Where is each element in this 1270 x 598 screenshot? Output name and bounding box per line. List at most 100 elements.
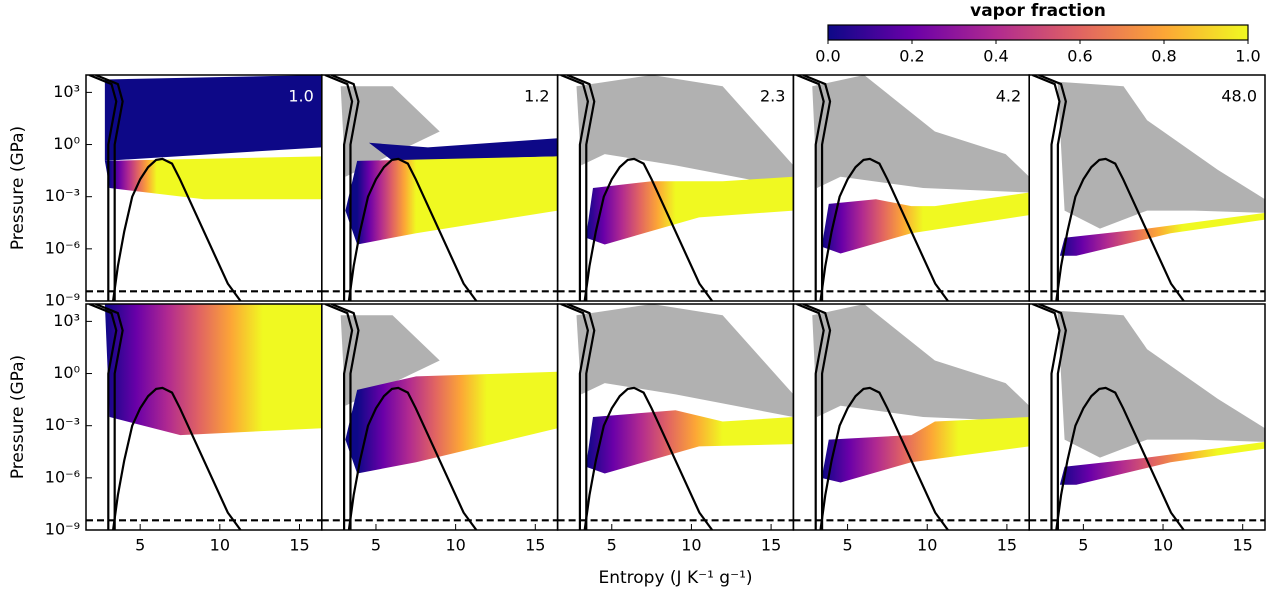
y-tick-label: 10⁰: [53, 363, 80, 382]
phase-curve: [802, 304, 832, 530]
phase-curve: [566, 75, 596, 301]
x-tick-label: 15: [761, 536, 781, 555]
x-tick-label: 10: [445, 536, 465, 555]
panel: [793, 75, 1030, 301]
x-tick-label: 10: [681, 536, 701, 555]
panel: [86, 75, 322, 301]
y-tick-label: 10⁻⁶: [45, 238, 80, 257]
x-tick-label: 10: [917, 536, 937, 555]
phase-curve: [324, 304, 354, 530]
particle-cloud: [585, 176, 794, 245]
panel: [793, 304, 1030, 530]
particle-cloud: [345, 371, 558, 474]
phase-curve: [802, 75, 832, 301]
phase-curve: [347, 386, 478, 530]
phase-curve: [88, 304, 118, 530]
particle-cloud: [576, 304, 794, 417]
x-tick-label: 5: [842, 536, 852, 555]
x-axis-label: Entropy (J K⁻¹ g⁻¹): [598, 568, 752, 588]
particle-cloud: [812, 304, 1030, 422]
panel-frame: [1028, 303, 1266, 531]
x-tick-label: 5: [371, 536, 381, 555]
panel-frame: [1028, 74, 1266, 302]
x-tick-label: 5: [607, 536, 617, 555]
particle-cloud: [340, 86, 440, 177]
colorbar-label: vapor fraction: [970, 1, 1106, 21]
panel: [1029, 75, 1265, 301]
y-axis-label: Pressure (GPa): [8, 126, 28, 250]
y-tick-label: 10⁻⁹: [45, 291, 80, 310]
phase-curve: [583, 386, 714, 530]
phase-curve: [324, 75, 354, 301]
phase-curve: [111, 386, 242, 530]
y-tick-label: 10³: [53, 82, 80, 101]
y-tick-label: 10⁻⁶: [45, 467, 80, 486]
panel: [86, 304, 322, 530]
y-tick-label: 10⁻³: [45, 415, 80, 434]
phase-curve: [1038, 75, 1067, 301]
colorbar-tick-label: 0.0: [815, 47, 840, 66]
x-tick-label: 10: [210, 536, 230, 555]
particle-cloud: [368, 138, 558, 161]
phase-curve: [1031, 75, 1061, 301]
panel-annotation: 4.2: [996, 87, 1021, 106]
particle-cloud: [585, 410, 794, 474]
particle-cloud: [104, 75, 322, 161]
phase-curve: [1055, 157, 1185, 301]
x-tick-label: 5: [1078, 536, 1088, 555]
x-tick-label: 5: [135, 536, 145, 555]
phase-curve: [819, 386, 949, 530]
particle-cloud: [576, 75, 794, 188]
x-tick-label: 15: [997, 536, 1017, 555]
phase-curve: [1031, 304, 1061, 530]
colorbar-tick-label: 0.8: [1151, 47, 1176, 66]
colorbar: [827, 24, 1249, 41]
phase-curve: [796, 75, 825, 301]
colorbar-tick-label: 0.4: [983, 47, 1008, 66]
x-tick-label: 15: [525, 536, 545, 555]
colorbar-tick-label: 0.2: [899, 47, 924, 66]
phase-curve: [819, 157, 949, 301]
phase-curve: [560, 75, 589, 301]
particle-cloud: [821, 192, 1030, 254]
phase-curve: [796, 304, 825, 530]
x-tick-label: 15: [289, 536, 309, 555]
phase-curve: [560, 304, 589, 530]
particle-cloud: [812, 75, 1030, 193]
phase-curve: [330, 75, 360, 301]
phase-curve: [566, 304, 596, 530]
panel: [321, 304, 558, 530]
particle-cloud: [1059, 212, 1265, 256]
panel-annotation: 48.0: [1221, 87, 1257, 106]
panel-annotation: 1.0: [288, 87, 313, 106]
colorbar-tick-label: 1.0: [1235, 47, 1260, 66]
panel: [321, 75, 558, 301]
phase-curve: [111, 157, 242, 301]
panel-annotation: 2.3: [760, 87, 785, 106]
phase-curve: [583, 157, 714, 301]
phase-curve: [88, 75, 118, 301]
particle-cloud: [1059, 441, 1265, 485]
particle-cloud: [1057, 81, 1265, 229]
phase-curve: [1055, 386, 1185, 530]
particle-cloud: [821, 417, 1030, 483]
y-tick-label: 10³: [53, 311, 80, 330]
phase-curve: [330, 304, 360, 530]
y-tick-label: 10⁻³: [45, 186, 80, 205]
phase-curve: [95, 304, 124, 530]
phase-curve: [95, 75, 124, 301]
panel-annotation: 1.2: [524, 87, 549, 106]
y-axis-label: Pressure (GPa): [8, 355, 28, 479]
particle-cloud: [345, 156, 558, 245]
panel: [1029, 304, 1265, 530]
y-tick-label: 10⁻⁹: [45, 520, 80, 539]
particle-cloud: [104, 156, 322, 200]
particle-cloud: [1057, 310, 1265, 458]
y-tick-label: 10⁰: [53, 134, 80, 153]
panel: [557, 304, 794, 530]
particle-cloud: [340, 315, 440, 406]
phase-curve: [1038, 304, 1067, 530]
particle-cloud: [104, 304, 322, 436]
x-tick-label: 15: [1233, 536, 1253, 555]
